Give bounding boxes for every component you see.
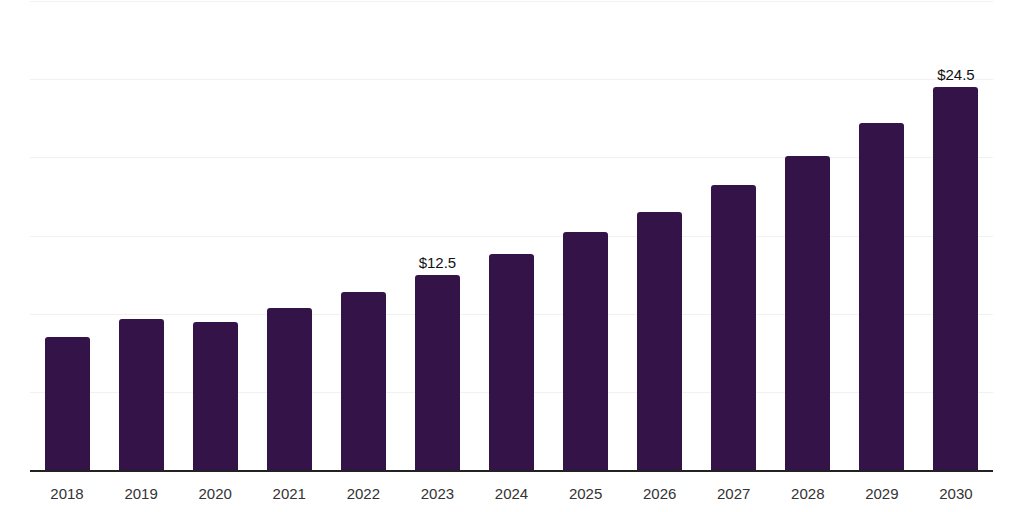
x-axis-label-2026: 2026 <box>643 486 676 501</box>
x-axis-label-2022: 2022 <box>347 486 380 501</box>
x-axis-label-2020: 2020 <box>199 486 232 501</box>
bar-2018 <box>45 337 90 470</box>
x-axis-label-2025: 2025 <box>569 486 602 501</box>
value-label-2030: $24.5 <box>937 67 975 82</box>
bar-2022 <box>341 292 386 471</box>
x-axis-label-2019: 2019 <box>124 486 157 501</box>
bar-2027 <box>711 185 756 470</box>
x-axis-label-2028: 2028 <box>791 486 824 501</box>
x-axis-line <box>30 470 993 472</box>
x-axis-label-2029: 2029 <box>865 486 898 501</box>
bar-2024 <box>489 254 534 470</box>
gridline-30 <box>30 1 993 2</box>
x-axis-label-2018: 2018 <box>50 486 83 501</box>
x-axis-label-2023: 2023 <box>421 486 454 501</box>
bar-2021 <box>267 308 312 471</box>
x-axis-label-2021: 2021 <box>273 486 306 501</box>
bar-chart: 2018 2019 2020 2021 2022 2023 2024 2025 2026 2027… <box>0 0 1024 512</box>
value-label-2023: $12.5 <box>419 255 457 270</box>
bar-2025 <box>563 232 608 470</box>
gridline-20 <box>30 157 993 158</box>
x-axis-label-2027: 2027 <box>717 486 750 501</box>
bar-2020 <box>193 322 238 471</box>
bar-2029 <box>859 123 904 471</box>
bar-2023 <box>415 275 460 471</box>
bar-2028 <box>785 156 830 471</box>
gridline-25 <box>30 79 993 80</box>
bar-2026 <box>637 212 682 471</box>
bar-2019 <box>119 319 164 471</box>
x-axis-label-2030: 2030 <box>939 486 972 501</box>
gridline-15 <box>30 236 993 237</box>
x-axis-label-2024: 2024 <box>495 486 528 501</box>
bar-2030 <box>933 87 978 471</box>
